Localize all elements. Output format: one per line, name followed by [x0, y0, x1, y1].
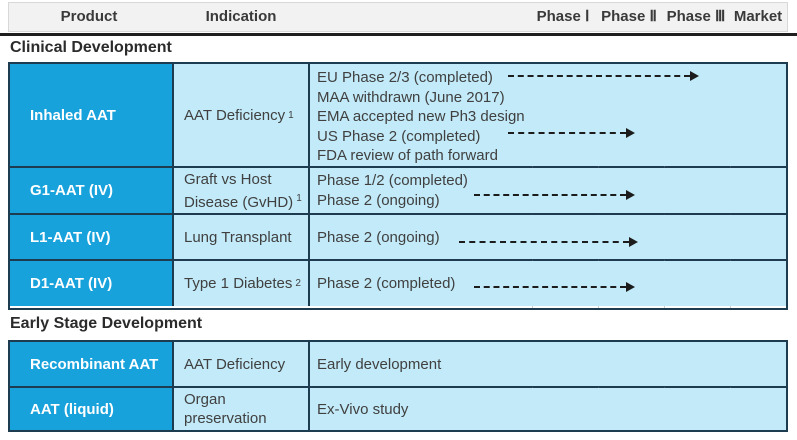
table-row-aat-liquid: AAT (liquid) Organ preservation Ex-Vivo …: [10, 388, 786, 430]
col-header-indication: Indication: [205, 8, 277, 25]
indication-label: Type 1 Diabetes: [184, 275, 293, 292]
status-line: FDA review of path forward: [317, 147, 498, 164]
product-cell-inhaled-aat: Inhaled AAT: [10, 64, 174, 166]
indication-label: Organ preservation: [184, 391, 267, 427]
product-cell-l1-aat: L1-AAT (IV): [10, 215, 174, 259]
col-header-product: Product: [60, 8, 118, 25]
product-label: Inhaled AAT: [30, 106, 116, 124]
market-gridline: [730, 342, 731, 430]
col-header-phase1: Phase Ⅰ: [536, 8, 590, 25]
table-row-l1-aat: L1-AAT (IV) Lung Transplant Phase 2 (ong…: [10, 215, 786, 261]
clinical-development-table: Inhaled AAT AAT Deficiency 1 EU Phase 2/3…: [8, 62, 788, 310]
footnote-marker: 1: [296, 192, 302, 204]
footnote-marker: 2: [295, 278, 301, 289]
indication-text: Graft vs Host Disease (GvHD): [184, 170, 294, 211]
product-cell-recombinant-aat: Recombinant AAT: [10, 342, 174, 386]
table-row-inhaled-aat: Inhaled AAT AAT Deficiency 1 EU Phase 2/3…: [10, 64, 786, 168]
product-label: L1-AAT (IV): [30, 228, 111, 246]
status-line: EU Phase 2/3 (completed): [317, 69, 493, 86]
indication-label: Lung Transplant: [184, 228, 292, 246]
status-line: Phase 2 (ongoing): [317, 191, 440, 209]
table-row-recombinant-aat: Recombinant AAT AAT Deficiency Early dev…: [10, 342, 786, 388]
indication-label: AAT Deficiency: [184, 106, 286, 124]
status-cell-l1-aat: Phase 2 (ongoing): [310, 215, 786, 259]
product-label: G1-AAT (IV): [30, 182, 114, 199]
col-header-phase3: Phase Ⅲ: [666, 8, 726, 25]
status-line: EMA accepted new Ph3 design: [317, 108, 525, 125]
indication-cell-aat-liquid: Organ preservation: [174, 388, 310, 430]
table-row-g1-aat: G1-AAT (IV) Graft vs Host Disease (GvHD)…: [10, 168, 786, 215]
phase2-gridline: [598, 342, 599, 430]
status-cell-inhaled-aat: EU Phase 2/3 (completed) MAA withdrawn (…: [310, 64, 786, 166]
indication-cell-g1-aat: Graft vs Host Disease (GvHD) 1: [174, 168, 310, 213]
indication-cell-d1-aat: Type 1 Diabetes 2: [174, 261, 310, 306]
indication-cell-inhaled-aat: AAT Deficiency 1: [174, 64, 310, 166]
product-cell-aat-liquid: AAT (liquid): [10, 388, 174, 430]
product-cell-g1-aat: G1-AAT (IV): [10, 168, 174, 213]
product-label: Recombinant AAT: [30, 355, 159, 373]
product-label: AAT (liquid): [30, 400, 114, 418]
product-label: D1-AAT (IV): [30, 275, 113, 292]
status-cell-d1-aat: Phase 2 (completed): [310, 261, 786, 306]
phase3-gridline: [664, 342, 665, 430]
status-cell-recombinant-aat: Early development: [310, 342, 786, 386]
col-header-market: Market: [733, 8, 783, 25]
indication-cell-l1-aat: Lung Transplant: [174, 215, 310, 259]
indication-label: Graft vs Host Disease (GvHD) 1: [184, 170, 304, 212]
indication-label: AAT Deficiency: [184, 355, 286, 373]
status-line: MAA withdrawn (June 2017): [317, 88, 505, 106]
footnote-marker: 1: [288, 109, 294, 121]
status-cell-g1-aat: Phase 1/2 (completed) Phase 2 (ongoing): [310, 168, 786, 213]
early-stage-development-table: Recombinant AAT AAT Deficiency Early dev…: [8, 340, 788, 432]
status-line: US Phase 2 (completed): [317, 127, 481, 145]
indication-cell-recombinant-aat: AAT Deficiency: [174, 342, 310, 386]
status-line: Phase 2 (completed): [317, 275, 456, 292]
status-line: Phase 1/2 (completed): [317, 172, 468, 189]
phase1-gridline: [532, 342, 533, 430]
product-cell-d1-aat: D1-AAT (IV): [10, 261, 174, 306]
status-line: Ex-Vivo study: [317, 400, 409, 418]
status-line: Early development: [317, 355, 442, 373]
header-divider: [0, 33, 797, 36]
table-header-bar: Product Indication Phase Ⅰ Phase Ⅱ Phase…: [8, 2, 788, 32]
status-cell-aat-liquid: Ex-Vivo study: [310, 388, 786, 430]
col-header-phase2: Phase Ⅱ: [601, 8, 657, 25]
table-row-d1-aat: D1-AAT (IV) Type 1 Diabetes 2 Phase 2 (co…: [10, 261, 786, 306]
section-title-early-stage-development: Early Stage Development: [10, 315, 203, 332]
section-title-clinical-development: Clinical Development: [10, 39, 172, 56]
status-line: Phase 2 (ongoing): [317, 228, 440, 246]
